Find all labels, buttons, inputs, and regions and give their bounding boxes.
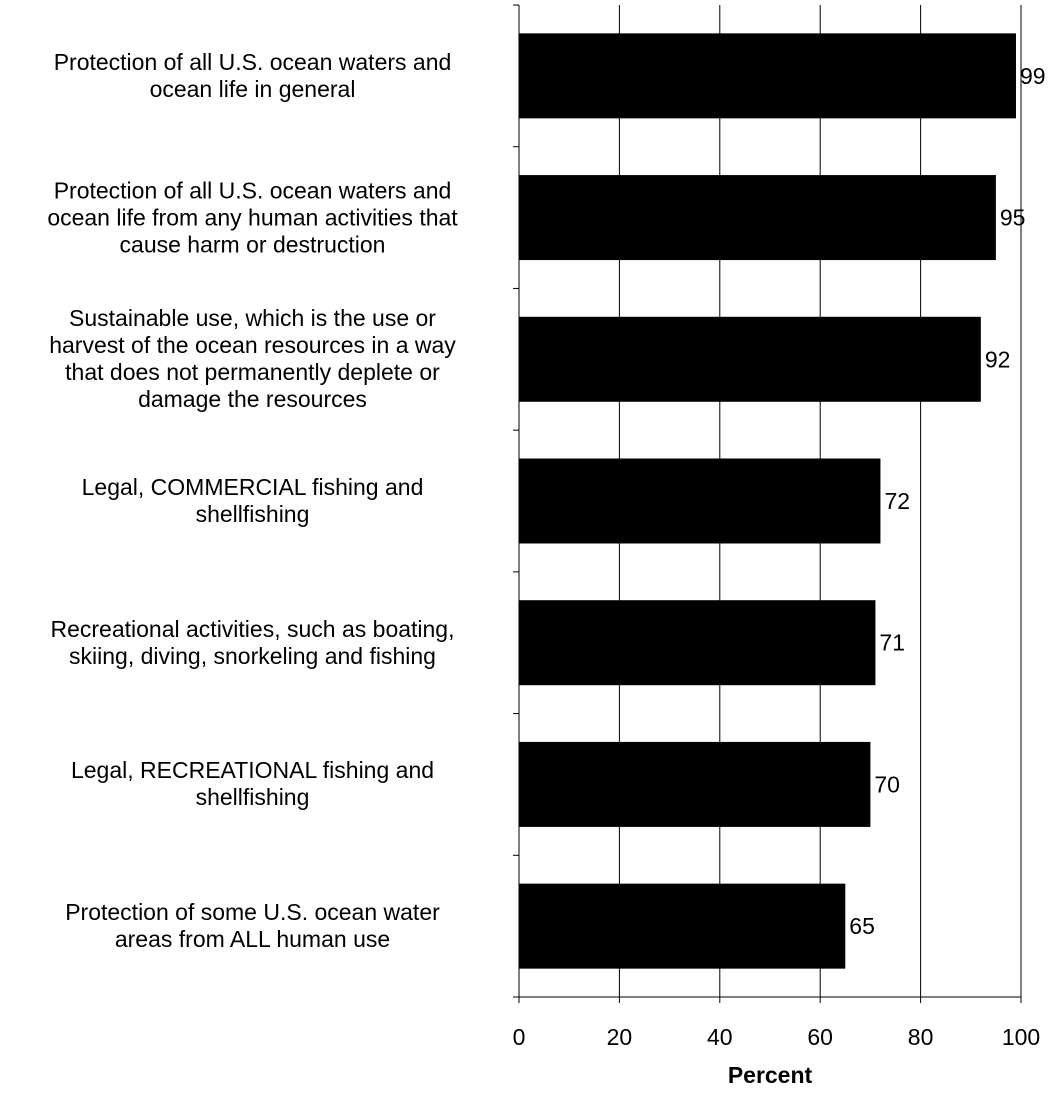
x-tick-label: 100 bbox=[1002, 1024, 1040, 1050]
category-label-line: Sustainable use, which is the use or bbox=[69, 305, 436, 332]
x-tick-label: 60 bbox=[807, 1024, 833, 1050]
category-label-line: Legal, RECREATIONAL fishing and bbox=[70, 757, 435, 784]
category-label-line: areas from ALL human use bbox=[114, 926, 391, 953]
bar bbox=[519, 316, 981, 402]
category-label-line: shellfishing bbox=[195, 501, 310, 527]
category-label-line: Legal, COMMERCIAL fishing and bbox=[81, 474, 424, 500]
x-tick-label: 40 bbox=[707, 1024, 733, 1050]
x-tick-label: 80 bbox=[908, 1024, 934, 1050]
category-label-line: Protection of some U.S. ocean water bbox=[65, 899, 440, 926]
bar bbox=[519, 883, 846, 969]
bar-value-label: 92 bbox=[985, 346, 1011, 372]
category-label: Protection of all U.S. ocean waters and o… bbox=[0, 177, 505, 258]
category-label: Legal, COMMERCIAL fishing and shellfishin… bbox=[0, 474, 505, 528]
category-label-line: ocean life in general bbox=[149, 75, 356, 102]
category-label: Protection of all U.S. ocean waters and o… bbox=[0, 49, 505, 103]
category-label-line: Recreational activities, such as boating… bbox=[50, 615, 455, 642]
bar-value-label: 95 bbox=[1000, 205, 1026, 231]
category-label: Sustainable use, which is the use or harv… bbox=[0, 305, 505, 413]
bar bbox=[519, 741, 871, 827]
category-label-line: cause harm or destruction bbox=[119, 231, 386, 258]
x-tick-label: 0 bbox=[513, 1024, 526, 1050]
category-label-line: skiing, diving, snorkeling and fishing bbox=[69, 642, 436, 669]
bar bbox=[519, 175, 996, 261]
x-axis-title: Percent bbox=[728, 1062, 813, 1088]
bar-value-label: 71 bbox=[879, 630, 905, 656]
bar bbox=[519, 33, 1016, 119]
category-label-line: ocean life from any human activities tha… bbox=[47, 204, 458, 231]
category-label-line: harvest of the ocean resources in a way bbox=[49, 332, 456, 359]
category-label: Legal, RECREATIONAL fishing and shellfish… bbox=[0, 757, 505, 811]
category-label-line: Protection of all U.S. ocean waters and bbox=[53, 177, 452, 204]
category-label-line: that does not permanently deplete or bbox=[65, 359, 440, 386]
bar-value-label: 72 bbox=[884, 488, 910, 514]
x-tick-label: 20 bbox=[607, 1024, 633, 1050]
bar bbox=[519, 458, 881, 544]
bar-value-label: 99 bbox=[1020, 63, 1046, 89]
bar-value-label: 65 bbox=[849, 913, 875, 939]
bar-value-label: 70 bbox=[874, 771, 900, 797]
category-label-line: shellfishing bbox=[195, 784, 310, 811]
category-label-line: Protection of all U.S. ocean waters and bbox=[53, 48, 452, 75]
category-label: Recreational activities, such as boating… bbox=[0, 616, 505, 670]
bar bbox=[519, 600, 876, 686]
category-label-line: damage the resources bbox=[138, 386, 367, 413]
category-label: Protection of some U.S. ocean water areas… bbox=[0, 899, 505, 953]
